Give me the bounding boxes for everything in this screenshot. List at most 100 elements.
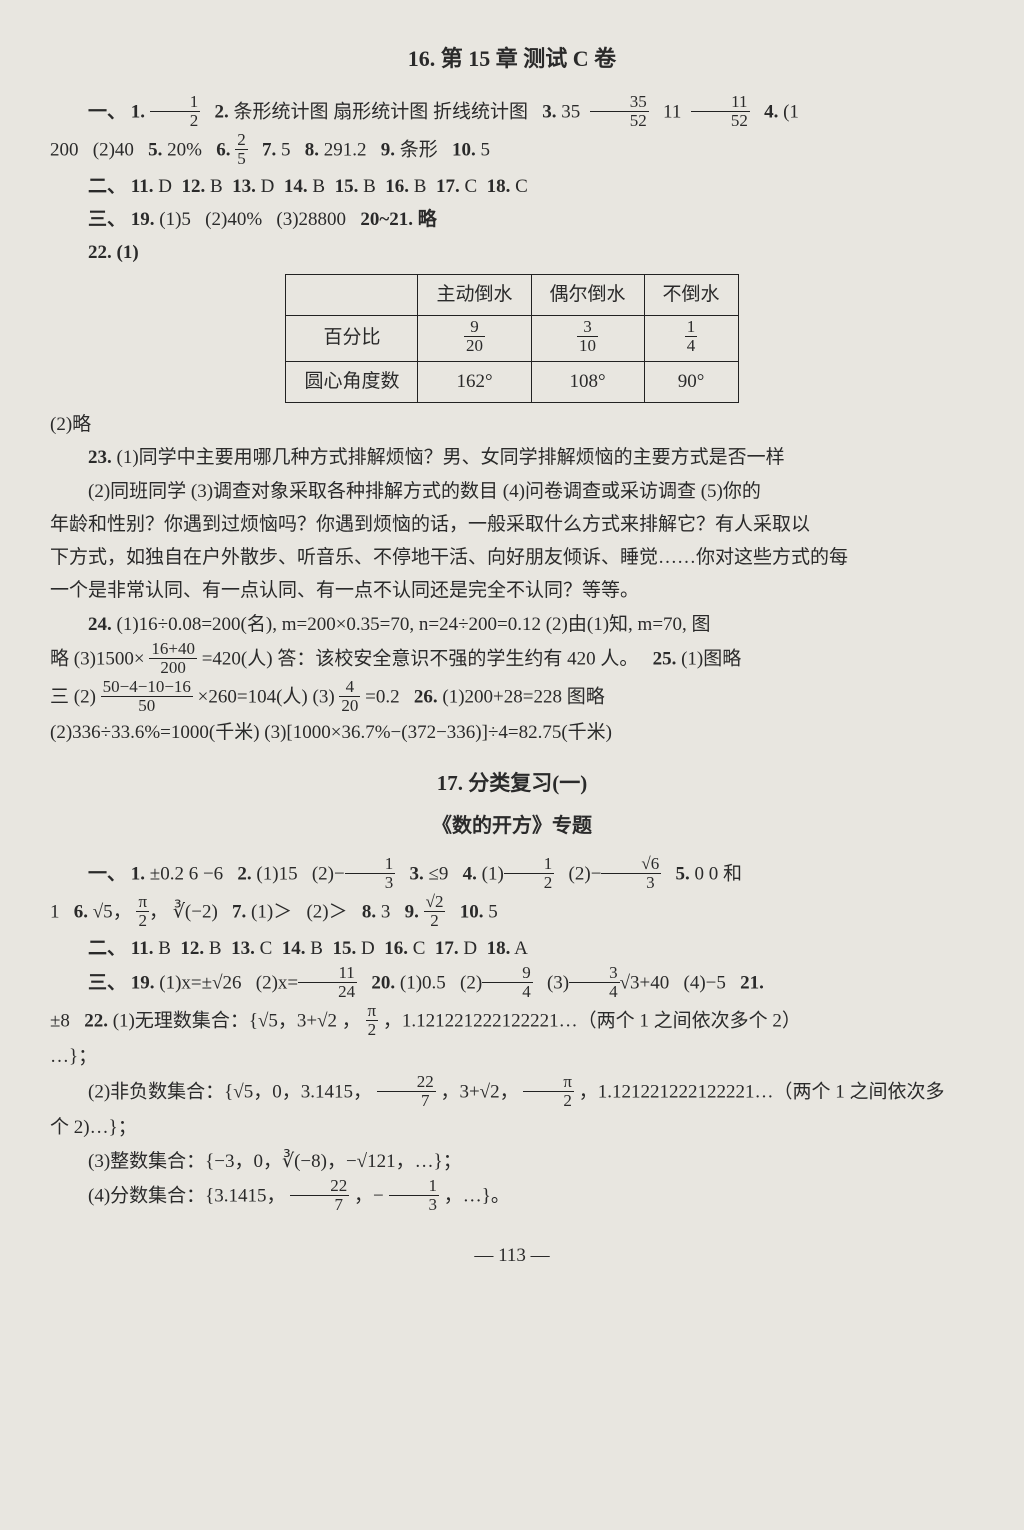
s17-q22-s2-head: (2)非负数集合：{√5，0，3.1415， xyxy=(88,1081,372,1102)
mcq-num: 13. xyxy=(231,938,255,959)
q24-p2-frac: 16+40200 xyxy=(149,640,197,677)
table-head: 主动倒水 偶尔倒水 不倒水 xyxy=(286,274,738,315)
q4-p2: (2)40 xyxy=(93,140,134,161)
s17q4f2-den: 3 xyxy=(601,874,661,892)
r2-c1: 162° xyxy=(418,361,531,402)
q25-text: (1)图略 xyxy=(681,649,741,670)
s17-q22-s1-end: …}； xyxy=(50,1041,974,1073)
s17q22s4f2-num: 1 xyxy=(389,1177,440,1196)
mcq-num: 18. xyxy=(487,938,511,959)
q4-prefix: (1 xyxy=(783,102,799,123)
s17-q19-label: 19. xyxy=(131,973,155,994)
r2-label: 圆心角度数 xyxy=(286,361,418,402)
s17-q8-label: 8. xyxy=(362,902,376,923)
mcq-num: 12. xyxy=(181,176,205,197)
s17-q22-s1-tail: ，1.121221222122221…（两个 1 之间依次多个 2） xyxy=(383,1010,801,1031)
mcq-num: 16. xyxy=(385,176,409,197)
q3-frac2: 1152 xyxy=(691,93,750,130)
s17-q22-s3: (3)整数集合：{−3，0，∛(−8)，−√121，…}； xyxy=(50,1146,974,1178)
q26pre-frac2: 420 xyxy=(339,678,360,715)
s17-q4-p1-prefix: (1) xyxy=(482,864,504,885)
q26p2-num: 4 xyxy=(339,678,360,697)
s17-p1-l1: 一、 1. ±0.2 6 −6 2. (1)15 (2)−13 3. ≤9 4.… xyxy=(50,857,974,894)
mcq-num: 16. xyxy=(384,938,408,959)
s16-q22-2: (2)略 xyxy=(50,409,974,441)
s16-q23-l4: 下方式，如独自在户外散步、听音乐、不停地干活、向好朋友倾诉、睡觉……你对这些方式… xyxy=(50,542,974,574)
q3-label: 3. xyxy=(542,102,556,123)
s17-l2-lead: 1 xyxy=(50,902,60,923)
q10-label: 10. xyxy=(452,140,476,161)
q19-p1: (1)5 xyxy=(159,209,191,230)
s17q22s2f1-den: 7 xyxy=(377,1092,436,1110)
part2-label: 二、 xyxy=(88,176,126,197)
q23-label: 23. xyxy=(88,447,112,468)
s16-part3-line1: 三、 19. (1)5 (2)40% (3)28800 20~21. 略 xyxy=(50,204,974,236)
s17q9-num: √2 xyxy=(424,893,446,912)
s17-q5-text: 0 0 和 xyxy=(695,864,743,885)
s17-q22-s1-head: (1)无理数集合：{√5，3+√2 ， xyxy=(113,1010,361,1031)
q26p2-den: 20 xyxy=(339,697,360,715)
s17-part3-l1: 三、 19. (1)x=±√26 (2)x=1124 20. (1)0.5 (2… xyxy=(50,966,974,1003)
q10-text: 5 xyxy=(481,140,491,161)
s17q2-num: 1 xyxy=(345,855,396,874)
s17-q22-l2: (2)非负数集合：{√5，0，3.1415， 227 ，3+√2， π2 ，1.… xyxy=(50,1075,974,1112)
s17-q20-p1: (1)0.5 xyxy=(400,973,446,994)
s17-q20-p4: (4)−5 xyxy=(684,973,726,994)
s17-p1-l2: 1 6. √5， π2， ∛(−2) 7. (1)＞ (2)＞ 8. 3 9. … xyxy=(50,895,974,932)
s16-part1-line2: 200 (2)40 5. 20% 6. 25 7. 5 8. 291.2 9. … xyxy=(50,133,974,170)
q24-p1: (1)16÷0.08=200(名), m=200×0.35=70, n=24÷2… xyxy=(117,614,711,635)
s17-q22-s4-mid: ，− xyxy=(354,1186,384,1207)
mcq-num: 12. xyxy=(180,938,204,959)
q26pre-frac: 50−4−10−1650 xyxy=(101,678,193,715)
q5-label: 5. xyxy=(148,140,162,161)
q1-label: 1. xyxy=(131,102,145,123)
q6-num: 2 xyxy=(235,131,248,150)
q6-label: 6. xyxy=(216,140,230,161)
s16-q23-l1: 23. (1)同学中主要用哪几种方式排解烦恼？男、女同学排解烦恼的主要方式是否一… xyxy=(50,442,974,474)
mcq-num: 11. xyxy=(131,176,154,197)
s17-q2-label: 2. xyxy=(237,864,251,885)
q3-frac1: 3552 xyxy=(590,93,649,130)
s17q2-den: 3 xyxy=(345,874,396,892)
q22-label: 22. (1) xyxy=(88,242,139,263)
s17-q22-s4-f1: 227 xyxy=(290,1177,349,1214)
s17-q2-p1: (1)15 xyxy=(256,864,297,885)
s17-q2-p2-prefix: (2)− xyxy=(312,864,345,885)
s16-q26pre: 三 (2) 50−4−10−1650 ×260=104(人) (3) 420 =… xyxy=(50,680,974,717)
q2-label: 2. xyxy=(215,102,229,123)
mcq-num: 15. xyxy=(332,938,356,959)
s17-q22-s4-tail: ，…}。 xyxy=(444,1186,510,1207)
r1c1-den: 20 xyxy=(464,337,485,355)
s17-q10-label: 10. xyxy=(460,902,484,923)
s17q6b-num: π xyxy=(136,893,149,912)
s17-q7-label: 7. xyxy=(232,902,246,923)
s17-q22-s2-mid: ，3+√2， xyxy=(440,1081,518,1102)
section-17-subtitle: 《数的开方》专题 xyxy=(50,809,974,843)
q26p-den: 50 xyxy=(101,697,193,715)
s16-part2-line: 二、 11. D 12. B 13. D 14. B 15. B 16. B 1… xyxy=(50,171,974,203)
s16-part1-line1: 一、 1. 12 2. 条形统计图 扇形统计图 折线统计图 3. 35 3552… xyxy=(50,95,974,132)
s17-part3-label: 三、 xyxy=(88,973,126,994)
q7-label: 7. xyxy=(262,140,276,161)
r1c3-num: 1 xyxy=(685,318,698,337)
s17q22s2f2-num: π xyxy=(523,1073,574,1092)
r1-c1: 920 xyxy=(418,315,531,361)
section-17-title: 17. 分类复习(一) xyxy=(50,766,974,802)
s17-q1-label: 1. xyxy=(131,864,145,885)
q9-text: 条形 xyxy=(400,140,438,161)
q6-frac: 25 xyxy=(235,131,248,168)
part3-label: 三、 xyxy=(88,209,126,230)
s17q22s4f2-den: 3 xyxy=(389,1196,440,1214)
s17-q22-s4-f2: 13 xyxy=(389,1177,440,1214)
s17q22s1-num: π xyxy=(366,1002,379,1021)
q3-f1-num: 35 xyxy=(590,93,649,112)
s17-q10-text: 5 xyxy=(488,902,498,923)
s17-q9-label: 9. xyxy=(405,902,419,923)
s17-q6-a: √5 xyxy=(93,902,113,923)
s17-q22-s2-f1: 227 xyxy=(377,1073,436,1110)
q26-label: 26. xyxy=(414,686,438,707)
s16-q24-l2: 略 (3)1500× 16+40200 =420(人) 答：该校安全意识不强的学… xyxy=(50,642,974,679)
s17-q7-p1: (1)＞ xyxy=(251,902,292,923)
q1-frac: 12 xyxy=(150,93,201,130)
s17-q20-f3: 34 xyxy=(569,964,620,1001)
